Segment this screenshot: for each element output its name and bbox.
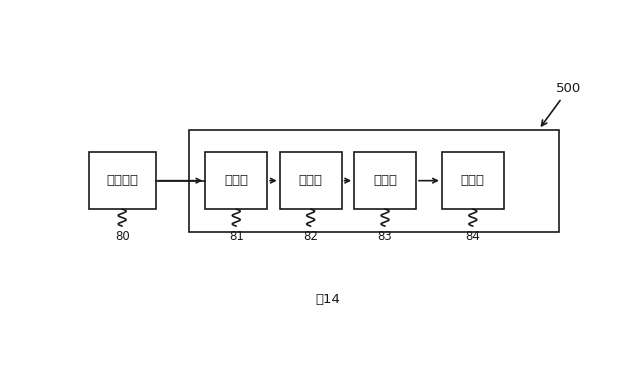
Text: 囱14: 囱14 — [316, 293, 340, 307]
Text: 表示部: 表示部 — [461, 174, 485, 187]
Bar — [89, 152, 156, 209]
Text: 修正部: 修正部 — [373, 174, 397, 187]
Text: 84: 84 — [465, 230, 480, 244]
Text: 81: 81 — [229, 230, 244, 244]
Text: 設計情報: 設計情報 — [106, 174, 138, 187]
Text: 判定部: 判定部 — [299, 174, 323, 187]
Text: 80: 80 — [115, 230, 129, 244]
Text: 500: 500 — [541, 82, 581, 126]
Text: 83: 83 — [378, 230, 392, 244]
Bar — [280, 152, 342, 209]
Bar — [205, 152, 268, 209]
Text: 82: 82 — [303, 230, 318, 244]
Bar — [354, 152, 416, 209]
Bar — [189, 130, 559, 232]
Text: 解析部: 解析部 — [224, 174, 248, 187]
Bar — [442, 152, 504, 209]
